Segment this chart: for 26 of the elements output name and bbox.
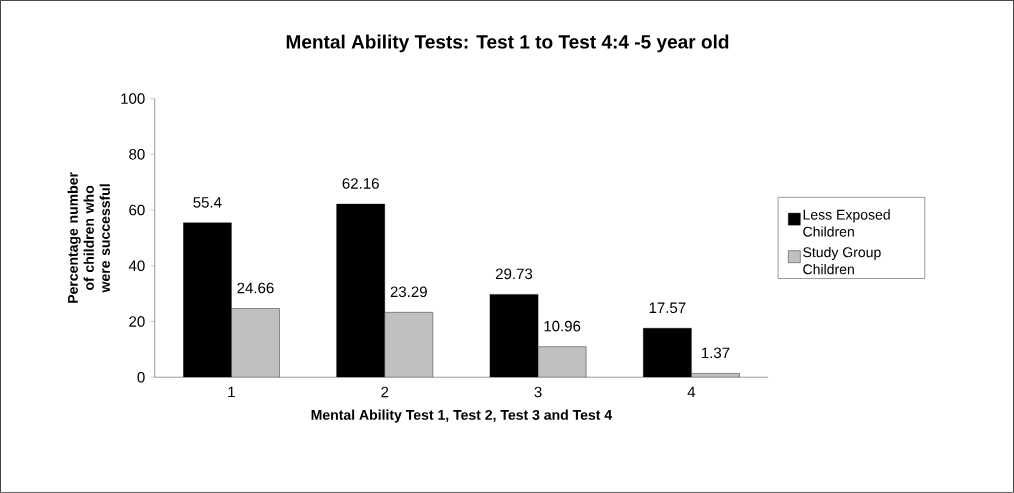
data-label: 23.29 <box>390 286 427 298</box>
x-tick-label: 4 <box>687 386 696 398</box>
data-label: 29.73 <box>495 268 533 280</box>
data-label: 62.16 <box>342 178 379 189</box>
x-tick-label: 2 <box>381 386 389 398</box>
data-label: 55.4 <box>193 197 222 208</box>
y-tick-label: 0 <box>137 371 145 383</box>
data-label: 17.57 <box>649 302 686 314</box>
y-tick-label: 40 <box>128 260 145 272</box>
x-axis-title: Mental Ability Test 1, Test 2, Test 3 and Test 4 <box>311 409 613 423</box>
bar <box>384 312 433 378</box>
y-tick-label: 60 <box>129 204 145 216</box>
x-tick-label: 1 <box>228 386 235 398</box>
data-label: 24.66 <box>237 282 274 294</box>
y-axis-title: Percentage number of children who were successful <box>67 172 110 303</box>
data-label: 10.96 <box>544 320 581 332</box>
legend-label: Less Exposed Children <box>803 209 890 237</box>
chart-title: Mental Ability Tests: Test 1 to Test 4:4 -5 year old <box>286 34 729 53</box>
x-tick-label: 3 <box>534 386 542 398</box>
bar <box>231 308 280 378</box>
y-tick-label: 80 <box>129 149 145 160</box>
legend-label: Study Group Children <box>803 246 881 275</box>
bar <box>538 346 587 378</box>
data-label: 1.37 <box>701 347 730 359</box>
y-tick-label: 100 <box>121 93 145 104</box>
y-tick-label: 20 <box>129 316 145 327</box>
